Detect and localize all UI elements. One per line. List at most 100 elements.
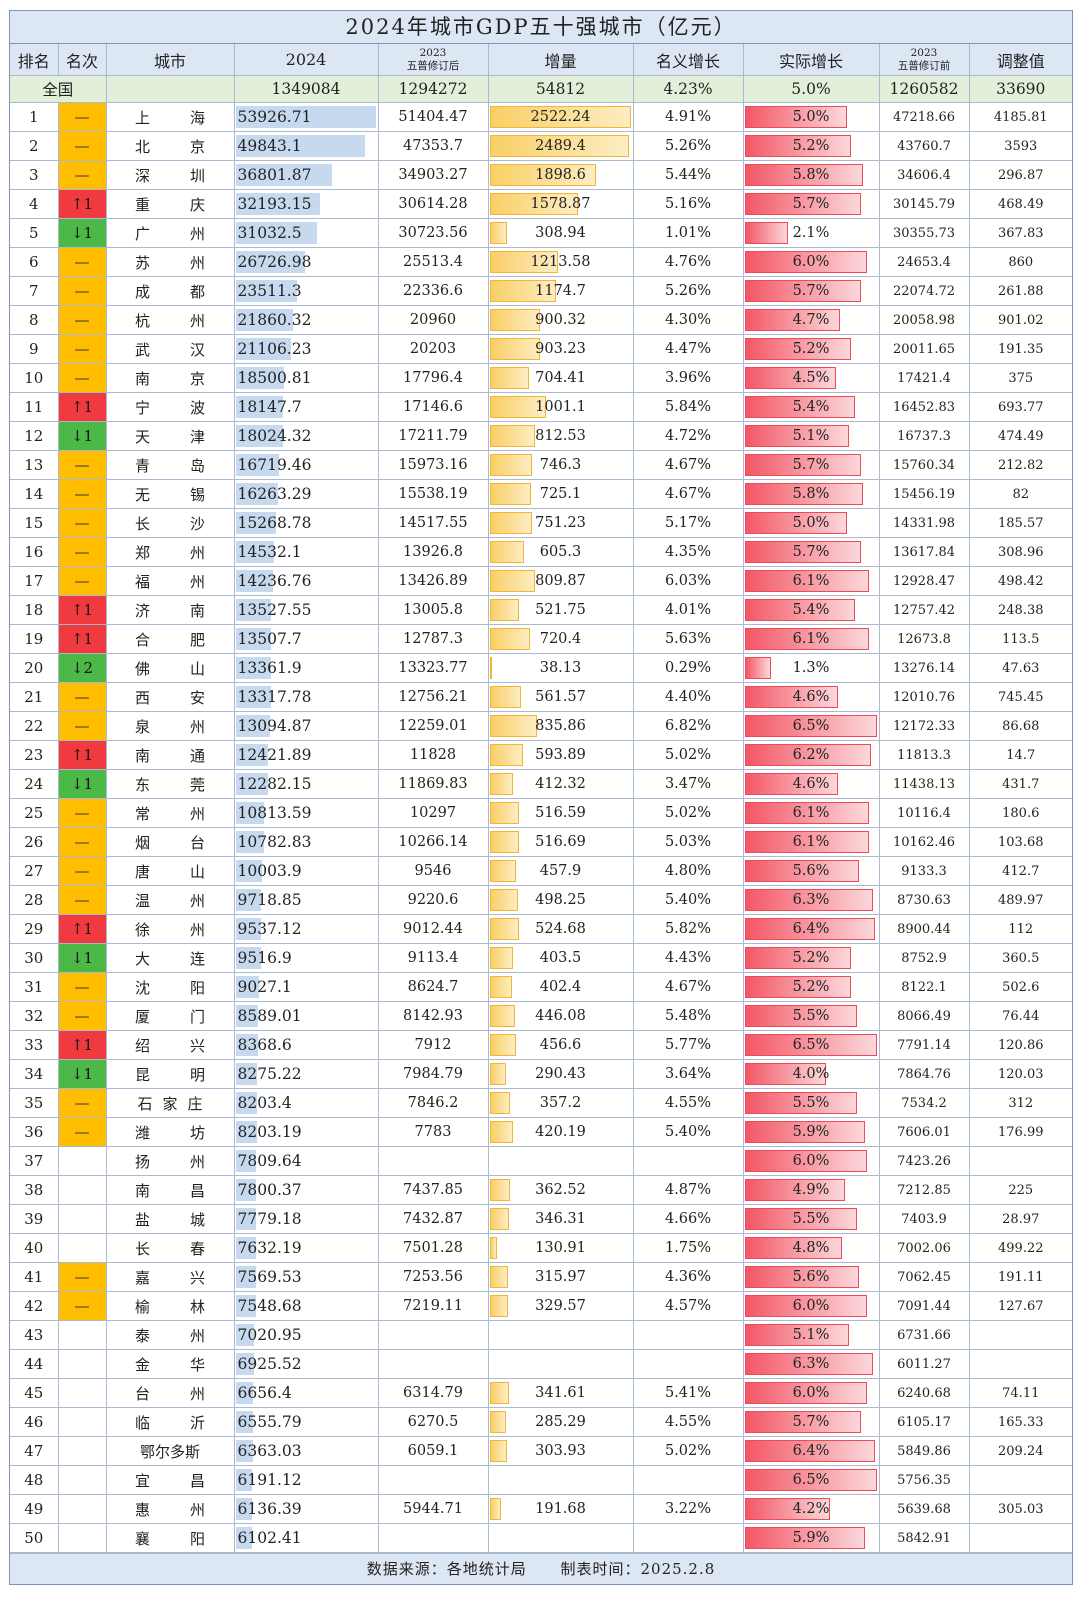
gdp2024-bar xyxy=(235,541,274,563)
gdp2024-cell: 8275.22 xyxy=(233,1059,379,1089)
gdp2024-bar xyxy=(235,1150,256,1172)
nominal-cell: 1.01% xyxy=(632,218,744,248)
real-cell: 6.0% xyxy=(742,1291,880,1321)
nominal-cell: 4.76% xyxy=(632,247,744,277)
table-row: 17 — 福州 14236.76 13426.89 809.87 6.03% 6.1% 1292… xyxy=(10,566,1072,596)
nominal-cell xyxy=(632,1465,744,1495)
increase-cell xyxy=(487,1349,634,1379)
increase-bar xyxy=(489,1237,497,1259)
rev2023-cell-text: 7783 xyxy=(414,1124,452,1140)
increase-cell: 357.2 xyxy=(487,1088,634,1118)
rank-cell-text: 48 xyxy=(24,1471,44,1489)
rank-change-cell: — xyxy=(57,276,107,306)
rank-cell: 32 xyxy=(10,1001,59,1031)
increase-bar xyxy=(489,164,596,186)
increase-cell: 1213.58 xyxy=(487,247,634,277)
real-growth-bar xyxy=(744,1382,867,1404)
rank-cell: 45 xyxy=(10,1378,59,1408)
gdp2024-bar xyxy=(235,425,283,447)
real-cell-text: 6.0% xyxy=(792,1298,830,1314)
nominal-cell: 4.80% xyxy=(632,856,744,886)
rank-change-cell-text: — xyxy=(74,891,90,909)
table-row: 49 惠州 6136.39 5944.71 191.68 3.22% 4.2% 5639.68… xyxy=(10,1494,1072,1524)
city-cell: 合肥 xyxy=(105,624,235,654)
rank-cell-text: 15 xyxy=(24,514,44,532)
rank-change-cell-text: — xyxy=(74,340,90,358)
rev2023-cell-text: 25513.4 xyxy=(403,254,463,270)
nominal-cell-text: 1.75% xyxy=(664,1240,712,1256)
adjust-cell-text: 191.11 xyxy=(998,1269,1044,1285)
increase-bar xyxy=(489,1295,508,1317)
rank-change-cell-text: — xyxy=(74,108,90,126)
city-cell: 宁波 xyxy=(105,392,235,422)
real-cell-text: 5.5% xyxy=(792,1008,830,1024)
nominal-cell: 3.22% xyxy=(632,1494,744,1524)
pre2023-cell: 17421.4 xyxy=(878,363,970,393)
adjust-cell: 127.67 xyxy=(968,1291,1072,1321)
real-growth-bar xyxy=(744,193,861,215)
city-cell-text: 常州 xyxy=(134,804,234,823)
real-growth-bar xyxy=(744,425,849,447)
rank-change-cell: ↑1 xyxy=(57,740,107,770)
real-cell: 5.7% xyxy=(742,450,880,480)
rank-change-cell: — xyxy=(57,450,107,480)
gdp2024-cell: 7020.95 xyxy=(233,1320,379,1350)
rank-cell: 39 xyxy=(10,1204,59,1234)
rank-cell-text: 29 xyxy=(24,920,44,938)
rank-cell-text: 39 xyxy=(24,1210,44,1228)
rank-cell-text: 3 xyxy=(28,166,39,184)
rank-change-cell: — xyxy=(57,798,107,828)
gdp2024-bar xyxy=(235,570,273,592)
real-growth-bar xyxy=(744,802,869,824)
increase-bar xyxy=(489,1034,516,1056)
increase-bar xyxy=(489,599,519,621)
real-cell: 5.9% xyxy=(742,1117,880,1147)
real-cell: 5.7% xyxy=(742,276,880,306)
real-cell: 4.6% xyxy=(742,769,880,799)
rank-cell: 35 xyxy=(10,1088,59,1118)
city-cell-text: 南通 xyxy=(134,746,234,765)
table-row: 25 — 常州 10813.59 10297 516.59 5.02% 6.1% 10116.4… xyxy=(10,798,1072,828)
adjust-cell: 165.33 xyxy=(968,1407,1072,1437)
increase-bar xyxy=(489,367,529,389)
increase-bar xyxy=(489,715,537,737)
table-row: 38 南昌 7800.37 7437.85 362.52 4.87% 4.9% 7212.85… xyxy=(10,1175,1072,1205)
table-row: 40 长春 7632.19 7501.28 130.91 1.75% 4.8% 7002.06… xyxy=(10,1233,1072,1263)
table-row: 43 泰州 7020.95 5.1% 6731.66 xyxy=(10,1320,1072,1350)
gdp2024-cell: 31032.5 xyxy=(233,218,379,248)
pre2023-cell-text: 12757.42 xyxy=(892,602,956,618)
nominal-cell-text: 5.03% xyxy=(664,834,712,850)
increase-cell-text: 812.53 xyxy=(535,428,586,444)
increase-cell-text: 38.13 xyxy=(539,660,582,676)
rank-cell-text: 1 xyxy=(28,108,39,126)
city-cell-text: 昆明 xyxy=(134,1065,234,1084)
nominal-cell: 6.03% xyxy=(632,566,744,596)
rev2023-cell: 17146.6 xyxy=(377,392,489,422)
increase-cell: 346.31 xyxy=(487,1204,634,1234)
city-cell-text: 泰州 xyxy=(134,1326,234,1345)
header-adjust: 调整值 xyxy=(968,44,1072,76)
pre2023-cell: 7534.2 xyxy=(878,1088,970,1118)
nominal-cell: 5.16% xyxy=(632,189,744,219)
real-cell: 5.2% xyxy=(742,972,880,1002)
adjust-cell: 468.49 xyxy=(968,189,1072,219)
city-cell: 襄阳 xyxy=(105,1523,235,1553)
gdp2024-cell: 7569.53 xyxy=(233,1262,379,1292)
increase-bar xyxy=(489,1382,509,1404)
pre2023-cell-text: 12172.33 xyxy=(892,718,956,734)
real-cell-text: 5.7% xyxy=(792,283,830,299)
increase-cell-text: 456.6 xyxy=(539,1037,582,1053)
real-cell-text: 6.1% xyxy=(792,631,830,647)
adjust-cell-text: 86.68 xyxy=(1002,718,1040,734)
adjust-cell-text: 375 xyxy=(1008,370,1034,386)
gdp2024-bar xyxy=(235,1005,258,1027)
gdp2024-bar xyxy=(235,1034,258,1056)
city-cell: 唐山 xyxy=(105,856,235,886)
increase-cell-text: 303.93 xyxy=(535,1443,586,1459)
nominal-cell xyxy=(632,1523,744,1553)
city-cell-text: 台州 xyxy=(134,1384,234,1403)
adjust-cell-text: 305.03 xyxy=(998,1501,1044,1517)
rank-cell: 36 xyxy=(10,1117,59,1147)
rank-change-cell: — xyxy=(57,102,107,132)
rev2023-cell: 12756.21 xyxy=(377,682,489,712)
